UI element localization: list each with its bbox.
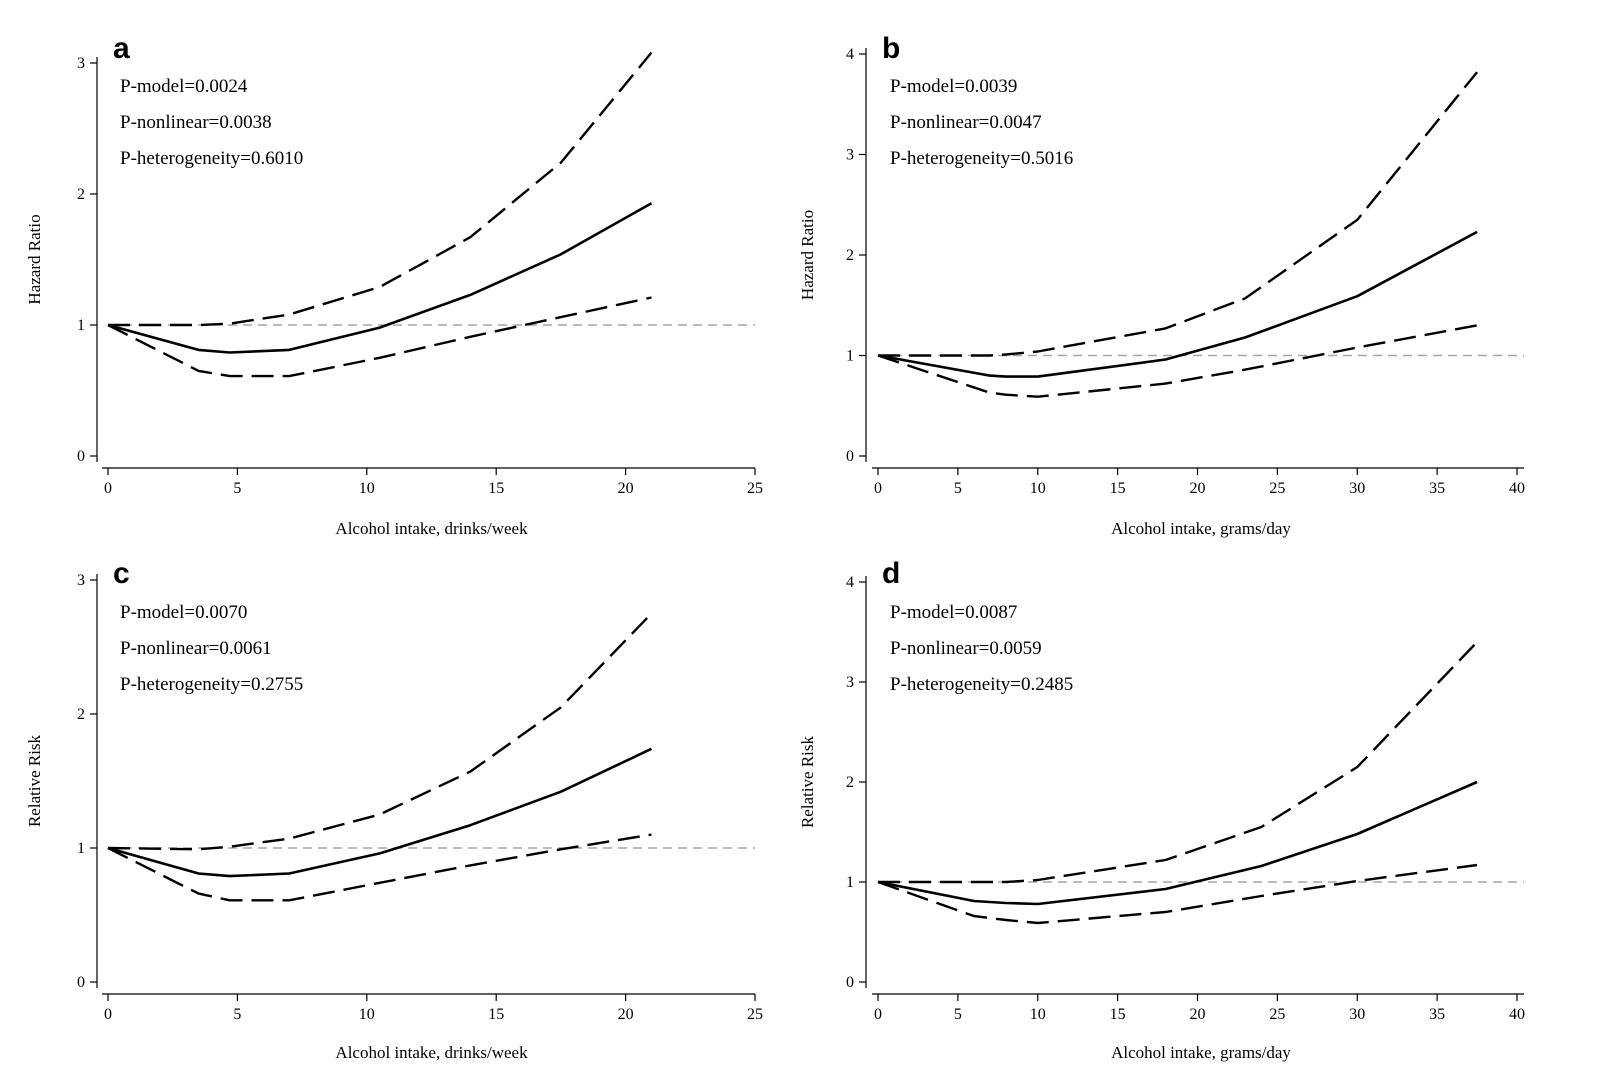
y-tick-label: 4 [846, 574, 854, 591]
p-value-annotation: P-nonlinear=0.0059 [890, 638, 1042, 659]
y-axis-title: Hazard Ratio [25, 214, 44, 304]
x-tick-label: 15 [1110, 480, 1126, 497]
y-tick-label: 0 [846, 974, 854, 991]
panel-letter: c [113, 557, 130, 590]
x-tick-label: 5 [954, 1006, 962, 1023]
panel-letter: a [113, 32, 130, 65]
x-tick-label: 20 [618, 480, 634, 497]
x-tick-label: 40 [1509, 1006, 1525, 1023]
upper-ci-line [878, 641, 1478, 884]
panel-a: 0 1 2 3 0 5 10 15 20 25 Alcohol intake, drinks/wee… [25, 32, 763, 538]
x-tick-label: 5 [954, 480, 962, 497]
p-value-annotation: P-heterogeneity=0.2485 [890, 674, 1073, 695]
y-tick-label: 1 [77, 840, 85, 857]
y-axis-title: Hazard Ratio [798, 210, 817, 300]
y-tick-label: 0 [77, 974, 85, 991]
panel-c: 0 1 2 3 0 5 10 15 20 25 Alcohol intake, drinks/wee… [25, 557, 763, 1062]
x-tick-label: 20 [1190, 480, 1206, 497]
estimate-line [877, 230, 1478, 378]
y-tick-label: 0 [846, 448, 854, 465]
y-tick-label: 2 [77, 706, 85, 723]
p-value-annotation: P-heterogeneity=0.6010 [120, 148, 303, 169]
x-tick-label: 35 [1429, 1006, 1445, 1023]
estimate-line [877, 780, 1478, 906]
x-tick-label: 0 [874, 480, 882, 497]
p-value-annotation: P-model=0.0070 [120, 602, 247, 623]
x-tick-label: 20 [1190, 1006, 1206, 1023]
p-value-annotation: P-model=0.0024 [120, 76, 248, 97]
upper-ci-line [108, 51, 653, 327]
y-tick-label: 1 [846, 874, 854, 891]
lower-ci-line [107, 833, 652, 902]
x-tick-label: 10 [359, 1006, 375, 1023]
y-tick-label: 2 [846, 774, 854, 791]
y-axis-title: Relative Risk [798, 735, 817, 828]
y-axis-title: Relative Risk [25, 734, 44, 827]
x-tick-label: 15 [488, 1006, 504, 1023]
x-tick-label: 5 [233, 1006, 241, 1023]
y-tick-label: 2 [77, 186, 85, 203]
x-axis-title: Alcohol intake, grams/day [1111, 1043, 1291, 1062]
y-tick-label: 3 [846, 674, 854, 691]
y-tick-label: 2 [846, 247, 854, 264]
y-tick-label: 3 [846, 147, 854, 164]
x-tick-label: 35 [1429, 480, 1445, 497]
p-value-annotation: P-nonlinear=0.0061 [120, 638, 272, 659]
estimate-line [107, 747, 653, 878]
x-tick-label: 25 [747, 480, 763, 497]
y-tick-label: 0 [77, 448, 85, 465]
x-tick-label: 0 [104, 480, 112, 497]
x-tick-label: 20 [618, 1006, 634, 1023]
y-tick-label: 3 [77, 55, 85, 72]
p-value-annotation: P-model=0.0039 [890, 76, 1017, 97]
lower-ci-line [107, 296, 652, 378]
p-value-annotation: P-heterogeneity=0.2755 [120, 674, 303, 695]
x-axis-title: Alcohol intake, drinks/week [335, 1043, 528, 1062]
x-tick-label: 40 [1509, 480, 1525, 497]
x-axis-title: Alcohol intake, drinks/week [335, 519, 528, 538]
x-tick-label: 25 [747, 1006, 763, 1023]
x-tick-label: 15 [488, 480, 504, 497]
x-tick-label: 0 [874, 1006, 882, 1023]
lower-ci-line [877, 324, 1478, 398]
x-tick-label: 10 [1030, 480, 1046, 497]
lower-ci-line [877, 863, 1478, 925]
p-value-annotation: P-nonlinear=0.0047 [890, 112, 1042, 133]
x-tick-label: 30 [1349, 480, 1365, 497]
x-tick-label: 10 [1030, 1006, 1046, 1023]
y-tick-label: 1 [846, 348, 854, 365]
x-tick-label: 0 [104, 1006, 112, 1023]
y-tick-label: 1 [77, 317, 85, 334]
x-tick-label: 5 [233, 480, 241, 497]
y-tick-label: 3 [77, 572, 85, 589]
x-tick-label: 25 [1269, 1006, 1285, 1023]
p-value-annotation: P-heterogeneity=0.5016 [890, 148, 1073, 169]
panel-letter: b [882, 32, 900, 65]
upper-ci-line [107, 612, 653, 851]
y-tick-label: 4 [846, 46, 854, 63]
x-axis-title: Alcohol intake, grams/day [1111, 519, 1291, 538]
p-value-annotation: P-nonlinear=0.0038 [120, 112, 272, 133]
x-tick-label: 30 [1349, 1006, 1365, 1023]
panel-letter: d [882, 557, 900, 590]
x-tick-label: 15 [1110, 1006, 1126, 1023]
p-value-annotation: P-model=0.0087 [890, 602, 1017, 623]
estimate-line [107, 202, 653, 354]
x-tick-label: 25 [1269, 480, 1285, 497]
x-tick-label: 10 [359, 480, 375, 497]
upper-ci-line [878, 71, 1479, 357]
